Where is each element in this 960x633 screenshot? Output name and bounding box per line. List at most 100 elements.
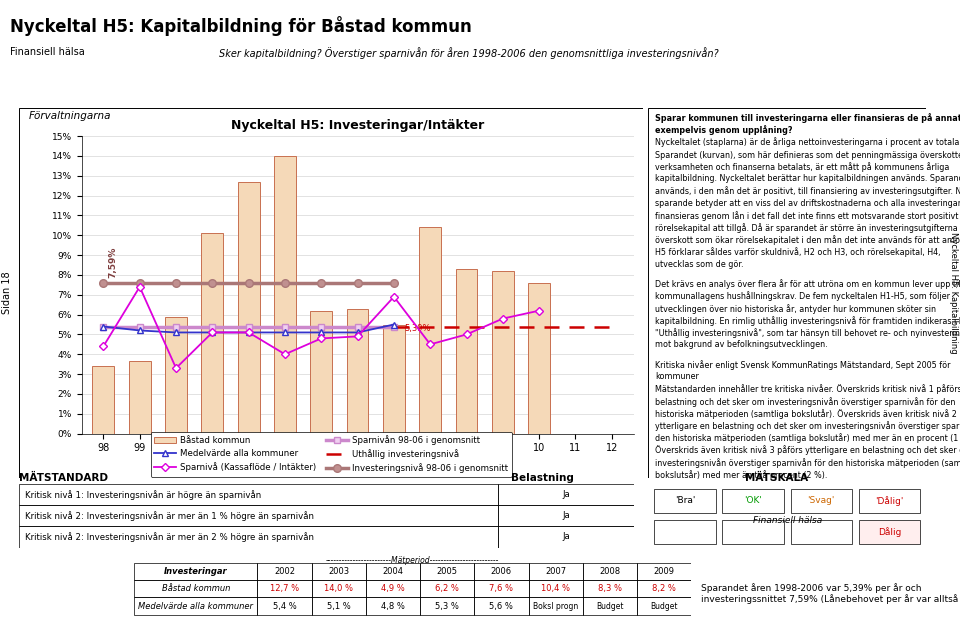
Text: verksamheten och finanserna betalats, är ett mått på kommunens årliga: verksamheten och finanserna betalats, är…	[655, 162, 949, 172]
Text: kapitalbildning. Nyckeltalet berättar hur kapitalbildningen används. Sparandet: kapitalbildning. Nyckeltalet berättar hu…	[655, 174, 960, 184]
Text: Dålig: Dålig	[877, 527, 901, 537]
Text: belastning och det sker om investeringsnivån överstiger sparnivån för den: belastning och det sker om investeringsn…	[655, 397, 955, 406]
Text: Kritisk nivå 2: Investeringsnivån är mer än 2 % högre än sparnivån: Kritisk nivå 2: Investeringsnivån är mer…	[25, 532, 314, 542]
FancyBboxPatch shape	[791, 520, 852, 544]
Text: Det krävs en analys över flera år för att utröna om en kommun lever upp till: Det krävs en analys över flera år för at…	[655, 279, 960, 289]
Text: 10,4 %: 10,4 %	[541, 584, 570, 593]
Text: Budget: Budget	[596, 601, 624, 611]
Text: kommuner: kommuner	[655, 372, 699, 381]
Text: Investeringar: Investeringar	[164, 567, 228, 576]
FancyBboxPatch shape	[655, 520, 715, 544]
Text: exempelvis genom upplåning?: exempelvis genom upplåning?	[655, 125, 792, 135]
Text: kapitalbildning. En rimlig uthållig investeringsnivå för framtiden indikeras i l: kapitalbildning. En rimlig uthållig inve…	[655, 316, 960, 326]
Bar	[92, 366, 114, 434]
Text: Båstad kommun: Båstad kommun	[161, 584, 230, 593]
Text: "Uthållig investeringsnivå", som tar hänsyn till behovet re- och nyinvesteringar: "Uthållig investeringsnivå", som tar hän…	[655, 329, 960, 338]
Text: Sparandet åren 1998-2006 var 5,39% per år och
investeringssnittet 7,59% (Lånebeh: Sparandet åren 1998-2006 var 5,39% per å…	[701, 583, 960, 604]
FancyBboxPatch shape	[859, 520, 920, 544]
Bar	[492, 271, 514, 434]
Text: Kritisk nivå 1: Investeringsnivån är högre än sparnivån: Kritisk nivå 1: Investeringsnivån är hög…	[25, 490, 261, 499]
Text: Sparar kommunen till investeringarna eller finansieras de på annat sätt,: Sparar kommunen till investeringarna ell…	[655, 113, 960, 123]
Text: 2006: 2006	[491, 567, 512, 576]
Bar	[420, 227, 442, 434]
Text: utvecklas som de gör.: utvecklas som de gör.	[655, 260, 743, 269]
Legend: Båstad kommun, Medelvärde alla kommuner, Sparnivå (Kassaflöde / Intäkter), Sparn: Båstad kommun, Medelvärde alla kommuner,…	[151, 432, 512, 477]
Bar	[238, 182, 259, 434]
Text: ytterligare en belastning och det sker om investeringsnivån överstiger sparnivån: ytterligare en belastning och det sker o…	[655, 421, 960, 431]
Text: investeringsnivån överstiger sparnivån för den historiska mätperioden (samtliga: investeringsnivån överstiger sparnivån f…	[655, 458, 960, 468]
Text: 2007: 2007	[545, 567, 566, 576]
Text: 8,3 %: 8,3 %	[598, 584, 622, 593]
Bar	[347, 309, 369, 434]
Text: Kritiska nivåer enligt Svensk KommunRatings Mätstandard, Sept 2005 för: Kritiska nivåer enligt Svensk KommunRati…	[655, 360, 950, 370]
Text: 'Dålig': 'Dålig'	[876, 496, 903, 506]
Text: 2005: 2005	[437, 567, 458, 576]
Text: ------------------------Mätperiod-------------------------: ------------------------Mätperiod-------…	[326, 556, 499, 565]
Bar	[202, 234, 224, 434]
Text: Ja: Ja	[563, 532, 570, 541]
Text: 8,2 %: 8,2 %	[652, 584, 676, 593]
Text: Förvaltningarna: Förvaltningarna	[29, 111, 111, 121]
Text: 6,2 %: 6,2 %	[435, 584, 459, 593]
Text: Nyckeltal H5: Kapitalbildning för Båstad kommun: Nyckeltal H5: Kapitalbildning för Båstad…	[10, 16, 471, 36]
Bar	[310, 311, 332, 434]
Text: Sparandet (kurvan), som här definieras som det penningmässiga överskottet då: Sparandet (kurvan), som här definieras s…	[655, 150, 960, 160]
Text: rörelsekapital att tillgå. Då är sparandet är större än investeringsutgifterna f: rörelsekapital att tillgå. Då är sparand…	[655, 223, 960, 233]
Bar	[274, 156, 296, 434]
Bar	[129, 361, 151, 434]
Text: 5,3 %: 5,3 %	[435, 601, 459, 611]
Text: utvecklingen över nio historiska år, antyder hur kommunen sköter sin: utvecklingen över nio historiska år, ant…	[655, 304, 936, 314]
Text: 'Bra': 'Bra'	[675, 496, 695, 505]
Text: H5 förklarar såldes varför skuldnivå, H2 och H3, och rörelsekapital, H4,: H5 förklarar såldes varför skuldnivå, H2…	[655, 248, 941, 258]
Text: 'Svag': 'Svag'	[807, 496, 835, 505]
Title: Nyckeltal H5: Investeringar/Intäkter: Nyckeltal H5: Investeringar/Intäkter	[231, 119, 484, 132]
Text: 5,6 %: 5,6 %	[490, 601, 514, 611]
Text: 12,7 %: 12,7 %	[270, 584, 300, 593]
Text: finansieras genom lån i det fall det inte finns ett motsvarande stort positivt: finansieras genom lån i det fall det int…	[655, 211, 958, 221]
Text: MÄTSTANDARD: MÄTSTANDARD	[19, 473, 108, 483]
Text: 2003: 2003	[328, 567, 349, 576]
Text: 'OK': 'OK'	[744, 496, 762, 505]
Text: 14,0 %: 14,0 %	[324, 584, 353, 593]
Text: Belastning: Belastning	[511, 473, 573, 483]
Text: 5,39%: 5,39%	[405, 325, 431, 334]
Text: 5,4 %: 5,4 %	[273, 601, 297, 611]
Text: 2008: 2008	[599, 567, 620, 576]
Text: sparande betyder att en viss del av driftskostnaderna och alla investeringar: sparande betyder att en viss del av drif…	[655, 199, 960, 208]
Bar	[456, 269, 477, 434]
Text: 2002: 2002	[274, 567, 295, 576]
Text: historiska mätperioden (samtliga bokslutår). Överskrids även kritisk nivå 2 påfö: historiska mätperioden (samtliga bokslut…	[655, 409, 960, 419]
Text: 5,1 %: 5,1 %	[326, 601, 350, 611]
Text: Finansiell hälsa: Finansiell hälsa	[10, 47, 84, 57]
Text: Budget: Budget	[650, 601, 678, 611]
Text: Ja: Ja	[563, 511, 570, 520]
Bar	[165, 316, 187, 434]
Text: Medelvärde alla kommuner: Medelvärde alla kommuner	[138, 601, 253, 611]
Text: mot bakgrund av befolkningsutvecklingen.: mot bakgrund av befolkningsutvecklingen.	[655, 341, 828, 349]
Text: Sidan 18: Sidan 18	[2, 272, 12, 314]
Text: Kritisk nivå 2: Investeringsnivån är mer än 1 % högre än sparnivån: Kritisk nivå 2: Investeringsnivån är mer…	[25, 511, 314, 521]
Text: 7,59%: 7,59%	[108, 246, 118, 278]
Text: Mätstandarden innehåller tre kritiska nivåer. Överskrids kritisk nivå 1 påförs e: Mätstandarden innehåller tre kritiska ni…	[655, 384, 960, 394]
Text: 2009: 2009	[654, 567, 675, 576]
Bar	[383, 325, 405, 434]
FancyBboxPatch shape	[723, 520, 783, 544]
Text: överskott som ökar rörelsekapitalet i den mån det inte används för att amortera : överskott som ökar rörelsekapitalet i de…	[655, 235, 960, 245]
Text: 4,8 %: 4,8 %	[381, 601, 405, 611]
Bar	[528, 283, 550, 434]
Text: Finansiell hälsa: Finansiell hälsa	[753, 516, 822, 525]
Text: 7,6 %: 7,6 %	[490, 584, 514, 593]
Text: Överskrids även kritisk nivå 3 påförs ytterligare en belastning och det sker om: Överskrids även kritisk nivå 3 påförs yt…	[655, 446, 960, 455]
Text: 2004: 2004	[382, 567, 403, 576]
Text: kommunallagens hushållningskrav. De fem nyckeltalen H1-H5, som följer: kommunallagens hushållningskrav. De fem …	[655, 292, 950, 301]
Text: 4,9 %: 4,9 %	[381, 584, 405, 593]
Text: bokslutsår) med mer än två procent (2 %).: bokslutsår) med mer än två procent (2 %)…	[655, 470, 828, 480]
Text: Boksl progn: Boksl progn	[533, 601, 578, 611]
Text: Nyckeltalet (staplarna) är de årliga nettoinvesteringarna i procent av totala in: Nyckeltalet (staplarna) är de årliga net…	[655, 137, 960, 147]
Text: Sker kapitalbildning? Överstiger sparnivån för åren 1998-2006 den genomsnittliga: Sker kapitalbildning? Överstiger sparniv…	[219, 47, 718, 59]
Text: MÄTSKALA: MÄTSKALA	[745, 473, 808, 483]
Text: används, i den mån det är positivt, till finansiering av investeringsutgifter. N: används, i den mån det är positivt, till…	[655, 187, 960, 196]
Text: Nyckeltal H5: Kapitalbildning: Nyckeltal H5: Kapitalbildning	[949, 232, 958, 354]
Text: Ja: Ja	[563, 491, 570, 499]
Text: den historiska mätperioden (samtliga bokslutår) med mer än en procent (1 %).: den historiska mätperioden (samtliga bok…	[655, 434, 960, 443]
